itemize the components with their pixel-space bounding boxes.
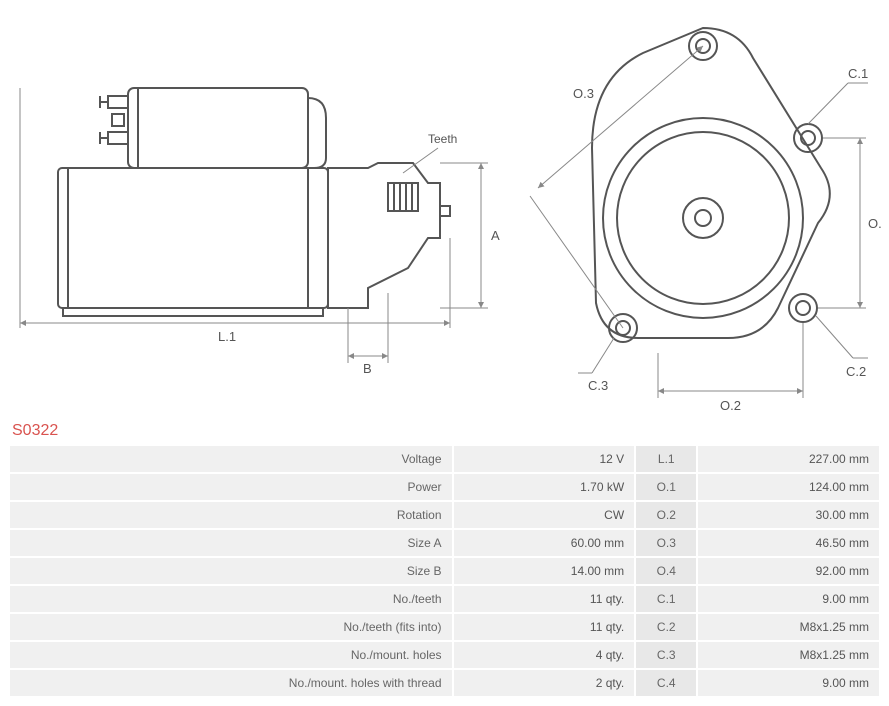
spec-label-b: C.1 [636, 586, 696, 612]
side-view [58, 88, 450, 316]
spec-value-a: 14.00 mm [454, 558, 635, 584]
spec-table: Voltage12 VL.1227.00 mmPower1.70 kWO.112… [8, 444, 881, 698]
dim-o1-label: O.1 [868, 216, 881, 231]
dim-o2-label: O.2 [720, 398, 741, 413]
spec-label-b: C.2 [636, 614, 696, 640]
dim-c2-label: C.2 [846, 364, 866, 379]
spec-label-b: O.4 [636, 558, 696, 584]
spec-row: Power1.70 kWO.1124.00 mm [10, 474, 879, 500]
dim-l1-label: L.1 [218, 329, 236, 344]
product-code: S0322 [12, 422, 881, 440]
spec-value-b: 9.00 mm [698, 670, 879, 696]
spec-value-a: 11 qty. [454, 614, 635, 640]
dim-a-label: A [491, 228, 500, 243]
diagram-svg: Teeth A B L.1 [8, 8, 881, 418]
spec-label-a: Rotation [10, 502, 452, 528]
spec-value-a: 11 qty. [454, 586, 635, 612]
spec-row: No./teeth11 qty.C.19.00 mm [10, 586, 879, 612]
teeth-label: Teeth [428, 132, 457, 146]
spec-row: No./teeth (fits into)11 qty.C.2M8x1.25 m… [10, 614, 879, 640]
dim-o3-label: O.3 [573, 86, 594, 101]
spec-label-a: Power [10, 474, 452, 500]
spec-label-b: C.3 [636, 642, 696, 668]
spec-label-b: L.1 [636, 446, 696, 472]
technical-diagram: Teeth A B L.1 [8, 8, 881, 418]
spec-value-a: CW [454, 502, 635, 528]
spec-label-a: No./mount. holes with thread [10, 670, 452, 696]
spec-value-b: M8x1.25 mm [698, 614, 879, 640]
spec-value-b: 124.00 mm [698, 474, 879, 500]
spec-label-b: O.3 [636, 530, 696, 556]
spec-label-a: No./teeth (fits into) [10, 614, 452, 640]
dim-b-label: B [363, 361, 372, 376]
spec-row: Voltage12 VL.1227.00 mm [10, 446, 879, 472]
spec-label-a: No./teeth [10, 586, 452, 612]
spec-value-b: 30.00 mm [698, 502, 879, 528]
spec-row: No./mount. holes4 qty.C.3M8x1.25 mm [10, 642, 879, 668]
spec-label-a: Size B [10, 558, 452, 584]
spec-label-b: O.1 [636, 474, 696, 500]
spec-value-b: 92.00 mm [698, 558, 879, 584]
spec-row: Size B14.00 mmO.492.00 mm [10, 558, 879, 584]
spec-row: RotationCWO.230.00 mm [10, 502, 879, 528]
spec-value-a: 4 qty. [454, 642, 635, 668]
spec-label-a: No./mount. holes [10, 642, 452, 668]
spec-row: Size A60.00 mmO.346.50 mm [10, 530, 879, 556]
spec-label-b: C.4 [636, 670, 696, 696]
spec-value-a: 60.00 mm [454, 530, 635, 556]
front-view: O.3 C.1 O.1 C.2 [530, 28, 881, 413]
dim-c1-label: C.1 [848, 66, 868, 81]
spec-row: No./mount. holes with thread2 qty.C.49.0… [10, 670, 879, 696]
spec-value-b: M8x1.25 mm [698, 642, 879, 668]
spec-value-a: 2 qty. [454, 670, 635, 696]
spec-label-a: Voltage [10, 446, 452, 472]
spec-label-a: Size A [10, 530, 452, 556]
spec-value-b: 227.00 mm [698, 446, 879, 472]
spec-value-a: 1.70 kW [454, 474, 635, 500]
spec-value-b: 46.50 mm [698, 530, 879, 556]
spec-value-b: 9.00 mm [698, 586, 879, 612]
spec-label-b: O.2 [636, 502, 696, 528]
dim-c3-label: C.3 [588, 378, 608, 393]
spec-value-a: 12 V [454, 446, 635, 472]
